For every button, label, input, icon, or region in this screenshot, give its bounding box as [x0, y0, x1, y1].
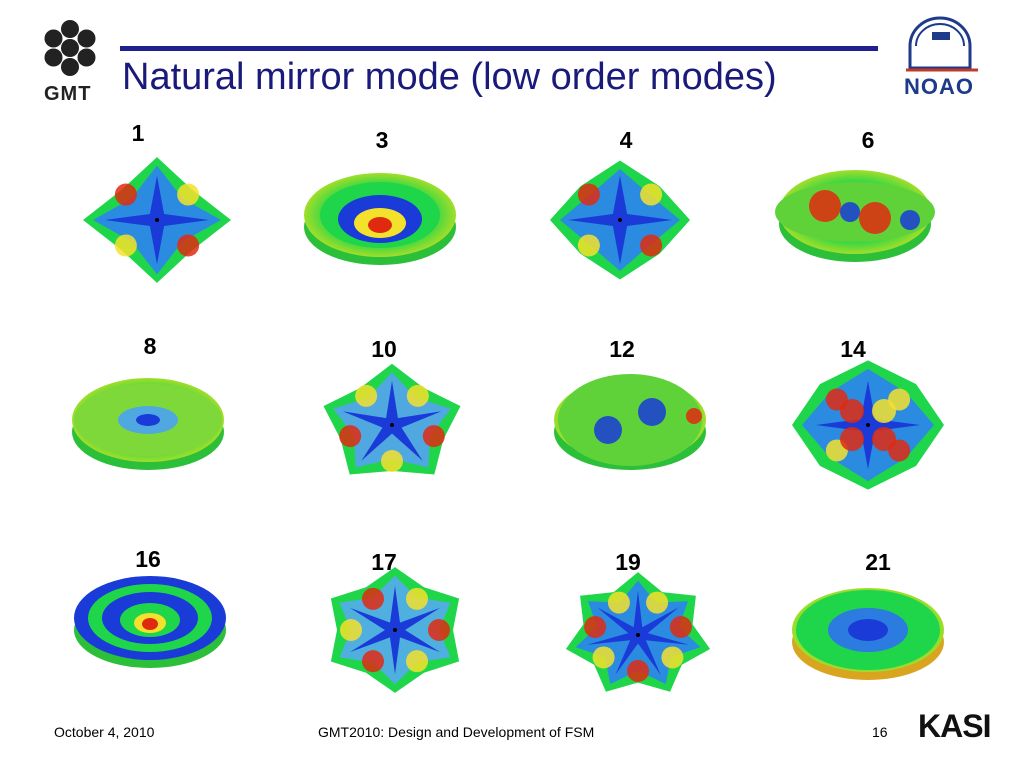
mode-label: 21 — [865, 549, 891, 575]
mode-label: 8 — [143, 333, 157, 359]
mode-label: 3 — [375, 127, 389, 153]
mirror-mode-render — [83, 157, 231, 283]
mode-label: 6 — [861, 127, 875, 153]
mirror-mode-render — [792, 588, 944, 680]
page-title: Natural mirror mode (low order modes) — [122, 56, 777, 98]
mirror-mode-render — [565, 572, 711, 692]
gmt-mirror-icon — [44, 20, 96, 76]
mirror-mode-render — [330, 567, 460, 693]
observatory-dome-icon — [906, 16, 978, 72]
mode-label: 10 — [371, 336, 397, 362]
mirror-mode-render — [304, 173, 456, 265]
footer-date: October 4, 2010 — [54, 724, 155, 740]
mode-label: 16 — [135, 546, 161, 572]
mode-label: 12 — [609, 336, 635, 362]
mirror-mode-render — [554, 374, 706, 470]
title-rule — [120, 46, 878, 51]
mirror-mode-render — [74, 576, 226, 668]
page-number: 16 — [872, 724, 888, 740]
mode-label: 4 — [619, 127, 633, 153]
mode-label: 14 — [840, 336, 866, 362]
mirror-mode-render — [323, 363, 461, 475]
footer-conference: GMT2010: Design and Development of FSM — [318, 724, 595, 740]
mode-label: 19 — [615, 549, 641, 575]
noao-logo-text: NOAO — [904, 74, 974, 99]
mode-label: 1 — [131, 120, 145, 146]
mirror-mode-render — [550, 160, 690, 280]
mirror-mode-render — [72, 378, 224, 470]
mirror-mode-render — [792, 360, 944, 490]
mirror-mode-render — [775, 170, 935, 262]
gmt-logo-text: GMT — [44, 83, 92, 105]
kasi-logo: KASI — [918, 708, 991, 744]
